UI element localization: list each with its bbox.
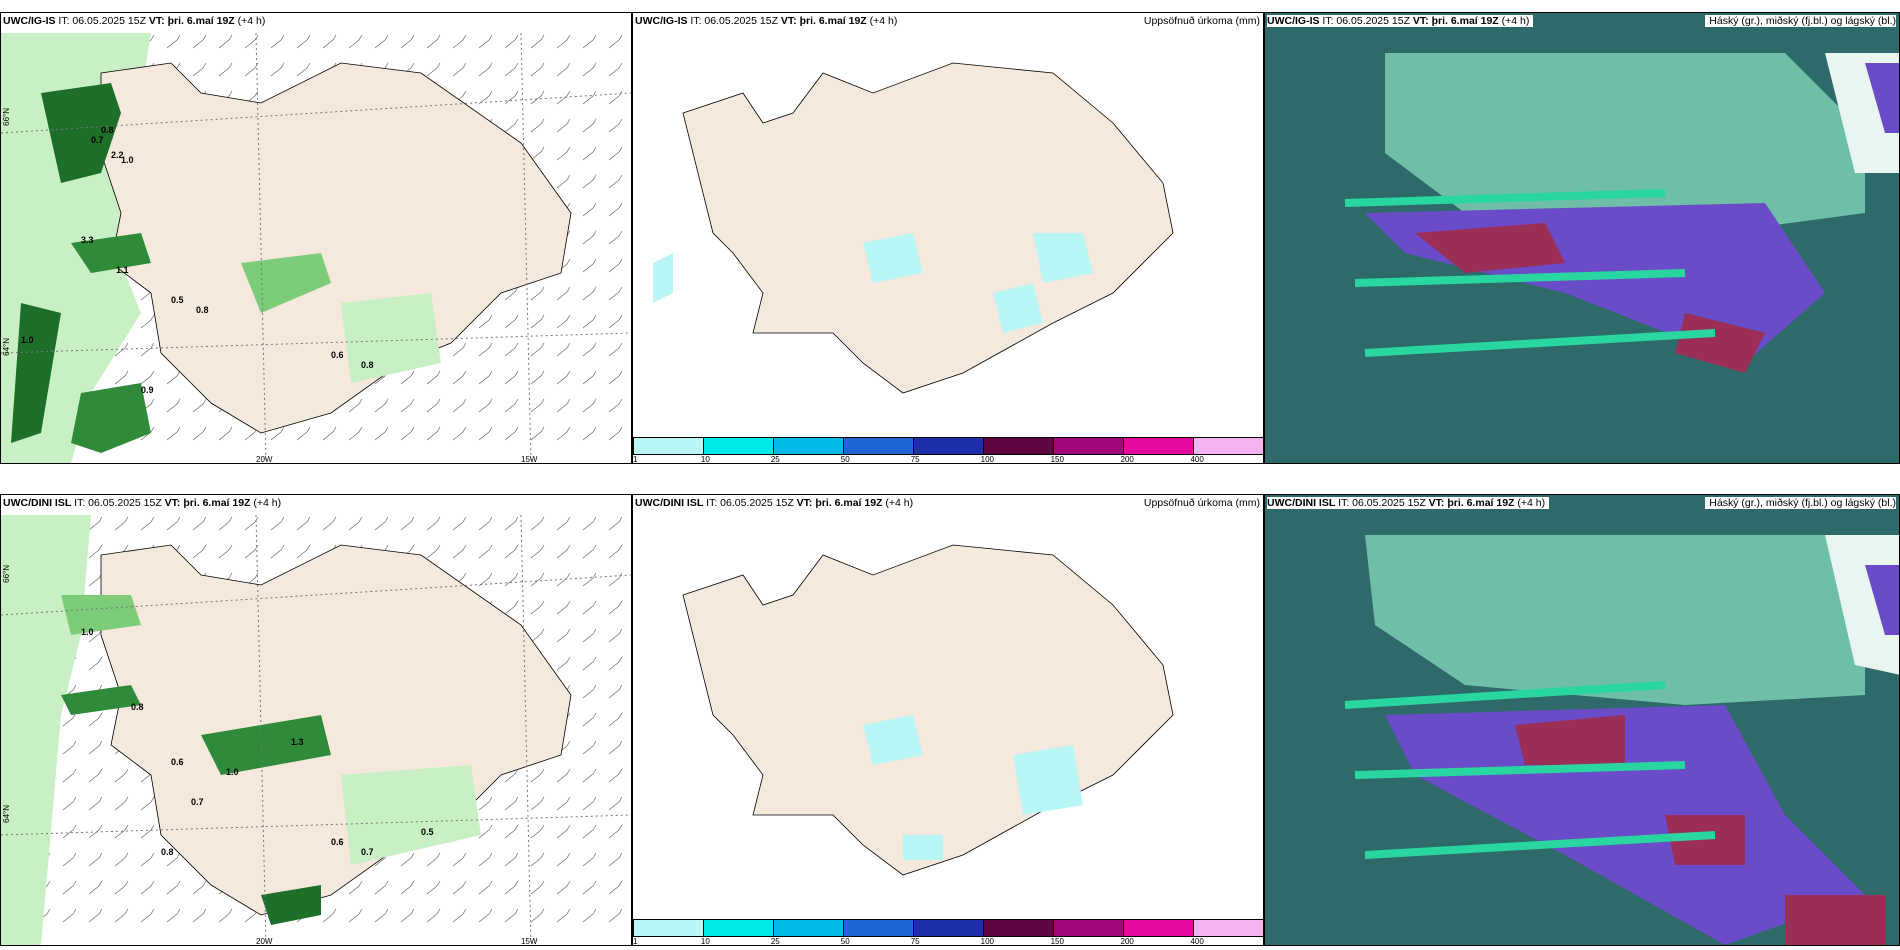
legend-tick: 25: [770, 455, 780, 464]
legend-tick: 50: [840, 937, 850, 946]
legend-tick: 75: [910, 455, 920, 464]
legend-tick: 100: [980, 937, 994, 946]
precip-label: 1.0: [81, 627, 94, 637]
wind-map[interactable]: 1.0 0.8 0.6 1.3 0.7 0.5 0.6 0.8 0.7 1.0: [1, 515, 631, 945]
lat-label: 64°N: [2, 805, 11, 823]
precip-label: 0.8: [161, 847, 174, 857]
precip-label: 0.5: [171, 295, 184, 305]
lat-label: 66°N: [2, 108, 11, 126]
precip-label: 0.8: [101, 125, 114, 135]
legend-tick: 50: [840, 455, 850, 464]
lat-label: 66°N: [2, 565, 11, 583]
legend-swatch: [1053, 920, 1123, 936]
legend-tick: 200: [1120, 937, 1134, 946]
legend-tick: 1: [633, 455, 638, 464]
precip-map-panel-1: UWC/IG-IS IT: 06.05.2025 15Z VT: þri. 6.…: [632, 12, 1264, 464]
lon-label: 20W: [256, 937, 273, 946]
legend-swatch: [1193, 438, 1263, 454]
legend-swatch: [633, 920, 703, 936]
legend-tick: 75: [910, 937, 920, 946]
precip-label: 1.0: [21, 335, 34, 345]
lon-label: 15W: [521, 455, 538, 464]
legend-tick: 10: [700, 455, 710, 464]
legend-tick: 100: [980, 455, 994, 464]
legend-swatch: [773, 920, 843, 936]
precip-label: 1.0: [226, 767, 239, 777]
legend-tick: 25: [770, 937, 780, 946]
lat-label: 64°N: [2, 338, 11, 356]
legend-tick: 150: [1050, 455, 1064, 464]
cloud-title: Háský (gr.), miðský (fj.bl.) og lágský (…: [1705, 15, 1896, 27]
cloud-map-panel-2: UWC/DINI ISL IT: 06.05.2025 15Z VT: þri.…: [1264, 494, 1900, 946]
panel-header: UWC/IG-IS IT: 06.05.2025 15Z VT: þri. 6.…: [635, 15, 898, 27]
legend-swatch: [1053, 438, 1123, 454]
precip-label: 0.8: [131, 702, 144, 712]
precip-label: 1.1: [116, 265, 129, 275]
legend-swatch: [1123, 438, 1193, 454]
precip-label: 0.6: [171, 757, 184, 767]
precip-label: 0.7: [191, 797, 204, 807]
graticule: [1, 33, 631, 463]
legend-swatch: [633, 438, 703, 454]
legend-tick: 10: [700, 937, 710, 946]
lon-label: 15W: [521, 937, 538, 946]
panel-header: UWC/DINI ISL IT: 06.05.2025 15Z VT: þri.…: [635, 497, 914, 509]
legend-swatch: [913, 920, 983, 936]
precip-label: 0.6: [331, 350, 344, 360]
legend-swatch: [983, 438, 1053, 454]
precip-label: 0.7: [91, 135, 104, 145]
panel-header: UWC/DINI ISL IT: 06.05.2025 15Z VT: þri.…: [3, 497, 282, 509]
precip-label: 0.9: [141, 385, 154, 395]
legend-tick: 1: [633, 937, 638, 946]
iceland-land: [682, 544, 1174, 876]
precip-legend: 1 10 25 50 75 100 150 200 400: [633, 437, 1263, 463]
wind-map-panel-2: UWC/DINI ISL IT: 06.05.2025 15Z VT: þri.…: [0, 494, 632, 946]
cloud-map-panel-1: UWC/IG-IS IT: 06.05.2025 15Z VT: þri. 6.…: [1264, 12, 1900, 464]
legend-swatch: [1193, 920, 1263, 936]
precip-label: 0.6: [331, 837, 344, 847]
precip-label: 0.8: [196, 305, 209, 315]
legend-swatch: [703, 438, 773, 454]
precip-map[interactable]: [633, 33, 1263, 437]
cloud-map[interactable]: [1265, 515, 1900, 946]
panel-header: UWC/DINI ISL IT: 06.05.2025 15Z VT: þri.…: [1267, 497, 1550, 509]
legend-swatch: [1123, 920, 1193, 936]
cloud-title: Háský (gr.), miðský (fj.bl.) og lágský (…: [1705, 497, 1896, 509]
legend-swatch: [913, 438, 983, 454]
legend-swatch: [843, 438, 913, 454]
wind-map-panel-1: UWC/IG-IS IT: 06.05.2025 15Z VT: þri. 6.…: [0, 12, 632, 464]
iceland-land: [682, 62, 1174, 394]
precip-map-panel-2: UWC/DINI ISL IT: 06.05.2025 15Z VT: þri.…: [632, 494, 1264, 946]
wind-map[interactable]: 0.7 1.0 0.8 2.2 3.3 1.1 1.0 0.5 0.8 0.9 …: [1, 33, 631, 463]
legend-swatch: [983, 920, 1053, 936]
legend-tick: 200: [1120, 455, 1134, 464]
precip-label: 2.2: [111, 150, 124, 160]
panel-header: UWC/IG-IS IT: 06.05.2025 15Z VT: þri. 6.…: [1267, 15, 1534, 27]
precip-title: Uppsöfnuð úrkoma (mm): [1143, 15, 1260, 27]
lon-label: 20W: [256, 455, 273, 464]
graticule: [1, 515, 631, 945]
precip-label: 1.3: [291, 737, 304, 747]
cloud-map[interactable]: [1265, 33, 1900, 464]
precip-dark-area: [41, 83, 121, 183]
legend-swatch: [703, 920, 773, 936]
legend-swatch: [773, 438, 843, 454]
precip-label: 0.5: [421, 827, 434, 837]
legend-tick: 400: [1190, 455, 1204, 464]
panel-header: UWC/IG-IS IT: 06.05.2025 15Z VT: þri. 6.…: [3, 15, 266, 27]
iceland-land: [100, 62, 572, 434]
precip-label: 0.7: [361, 847, 374, 857]
precip-map[interactable]: [633, 515, 1263, 919]
legend-swatch: [843, 920, 913, 936]
precip-title: Uppsöfnuð úrkoma (mm): [1143, 497, 1260, 509]
legend-tick: 400: [1190, 937, 1204, 946]
precip-label: 0.8: [361, 360, 374, 370]
precip-legend: 1 10 25 50 75 100 150 200 400: [633, 919, 1263, 945]
precip-label: 1.0: [121, 155, 134, 165]
precip-label: 3.3: [81, 235, 94, 245]
legend-tick: 150: [1050, 937, 1064, 946]
